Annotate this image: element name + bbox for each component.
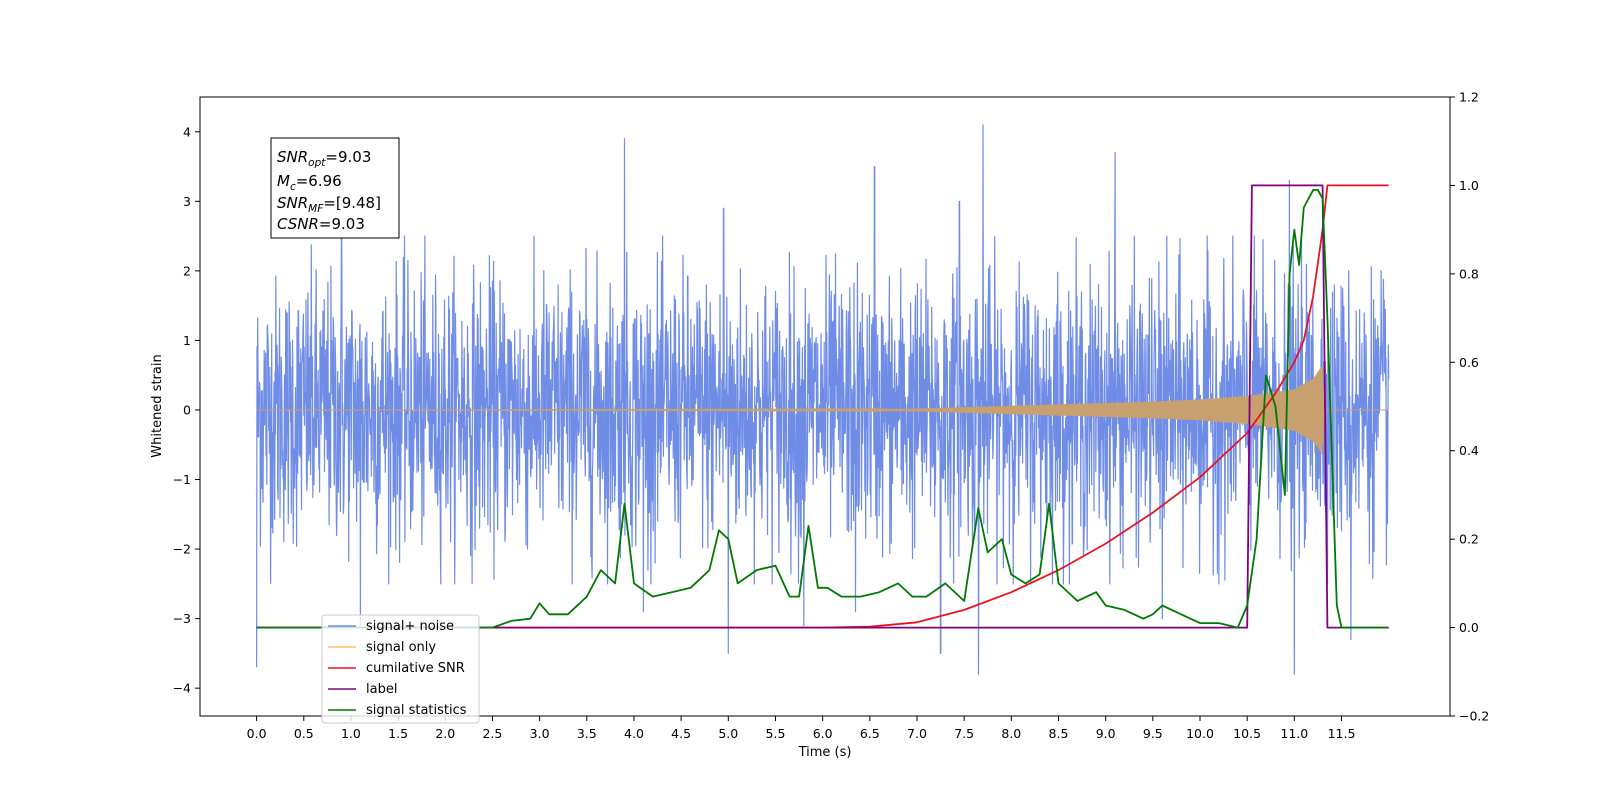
y-right-tick-label: 0.6 bbox=[1459, 355, 1479, 370]
plot-frame bbox=[199, 96, 1451, 717]
x-tick-label: 8.0 bbox=[1001, 726, 1021, 741]
y-left-tick-label: −4 bbox=[173, 681, 191, 696]
x-tick-label: 1.5 bbox=[388, 726, 408, 741]
info-csnr: CSNR=9.03 bbox=[277, 215, 365, 233]
x-tick-label: 0.0 bbox=[247, 726, 267, 741]
y-right-tick-label: 0.4 bbox=[1459, 443, 1479, 458]
y-left-tick-label: 1 bbox=[183, 333, 191, 348]
x-tick-label: 4.0 bbox=[624, 726, 644, 741]
y-left-tick-label: 4 bbox=[183, 124, 191, 139]
series-signal-only bbox=[256, 364, 1389, 455]
legend-label-signal-noise: signal+ noise bbox=[366, 619, 454, 634]
series-layer bbox=[256, 124, 1390, 675]
info-box: SNRopt=9.03 Mc=6.96 SNRMF=[9.48] CSNR=9.… bbox=[270, 137, 400, 239]
x-tick-label: 11.5 bbox=[1328, 726, 1356, 741]
series-cumilative-snr bbox=[256, 184, 1389, 629]
y-left-tick-label: 0 bbox=[183, 402, 191, 417]
x-tick-label: 9.0 bbox=[1096, 726, 1116, 741]
y-right-tick-label: −0.2 bbox=[1459, 709, 1489, 724]
x-tick-label: 9.5 bbox=[1143, 726, 1163, 741]
info-snr-mf: SNRMF=[9.48] bbox=[277, 194, 381, 215]
x-tick-label: 3.5 bbox=[577, 726, 597, 741]
x-axis-label: Time (s) bbox=[798, 745, 852, 760]
x-tick-label: 10.0 bbox=[1186, 726, 1214, 741]
y-right-tick-label: 1.2 bbox=[1459, 90, 1479, 105]
y-axis-label: Whitened strain bbox=[150, 354, 165, 457]
x-tick-label: 0.5 bbox=[294, 726, 314, 741]
series-label bbox=[256, 184, 1389, 629]
legend-label-signal-statistics: signal statistics bbox=[366, 703, 467, 718]
x-tick-label: 11.0 bbox=[1280, 726, 1308, 741]
y-right-tick-group: 1.2 1.0 0.8 0.6 0.4 0.2 0.0 −0.2 bbox=[1450, 90, 1489, 724]
x-tick-group: 0.0 0.5 1.0 1.5 2.0 2.5 3.0 3.5 4.0 4.5 5.0 5.5 6.0 6… bbox=[247, 716, 1356, 741]
y-right-tick-label: 0.0 bbox=[1459, 620, 1479, 635]
y-right-tick-label: 0.2 bbox=[1459, 532, 1479, 547]
series-signal-statistics bbox=[256, 189, 1389, 629]
legend-label-label: label bbox=[366, 682, 397, 697]
x-tick-label: 5.5 bbox=[766, 726, 786, 741]
x-tick-label: 7.5 bbox=[954, 726, 974, 741]
x-tick-label: 4.5 bbox=[671, 726, 691, 741]
x-tick-label: 6.0 bbox=[813, 726, 833, 741]
y-right-tick-label: 1.0 bbox=[1459, 178, 1479, 193]
y-left-tick-label: −1 bbox=[173, 472, 191, 487]
y-left-tick-label: −3 bbox=[173, 611, 191, 626]
x-tick-label: 2.5 bbox=[483, 726, 503, 741]
legend: signal+ noise signal only cumilative SNR… bbox=[321, 614, 480, 724]
x-tick-label: 7.0 bbox=[907, 726, 927, 741]
x-tick-label: 8.5 bbox=[1049, 726, 1069, 741]
info-snr-opt: SNRopt=9.03 bbox=[277, 148, 371, 169]
legend-label-cumilative-snr: cumilative SNR bbox=[366, 661, 465, 676]
x-tick-label: 5.0 bbox=[718, 726, 738, 741]
legend-label-signal-only: signal only bbox=[366, 640, 436, 655]
info-box-frame bbox=[270, 137, 400, 239]
info-mc: Mc=6.96 bbox=[277, 172, 342, 193]
x-tick-label: 10.5 bbox=[1233, 726, 1261, 741]
y-left-tick-label: 3 bbox=[183, 194, 191, 209]
x-tick-label: 1.0 bbox=[341, 726, 361, 741]
x-tick-label: 2.0 bbox=[435, 726, 455, 741]
y-left-tick-group: 4 3 2 1 0 −1 −2 −3 −4 bbox=[173, 124, 200, 696]
legend-frame bbox=[321, 614, 480, 724]
x-tick-label: 6.5 bbox=[860, 726, 880, 741]
y-right-tick-label: 0.8 bbox=[1459, 266, 1479, 281]
x-tick-label: 3.0 bbox=[530, 726, 550, 741]
y-left-tick-label: −2 bbox=[173, 542, 191, 557]
y-left-tick-label: 2 bbox=[183, 263, 191, 278]
